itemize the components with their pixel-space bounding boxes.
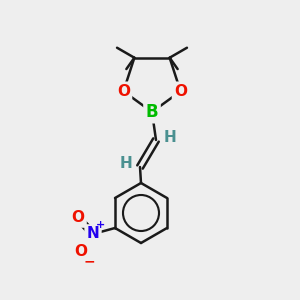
Text: O: O <box>74 244 88 260</box>
Text: B: B <box>146 103 158 121</box>
Text: H: H <box>164 130 176 145</box>
Text: O: O <box>71 211 85 226</box>
Text: −: − <box>83 254 95 268</box>
Text: +: + <box>95 220 105 230</box>
Text: O: O <box>117 84 130 99</box>
Text: N: N <box>87 226 99 242</box>
Text: H: H <box>120 157 132 172</box>
Text: O: O <box>174 84 187 99</box>
